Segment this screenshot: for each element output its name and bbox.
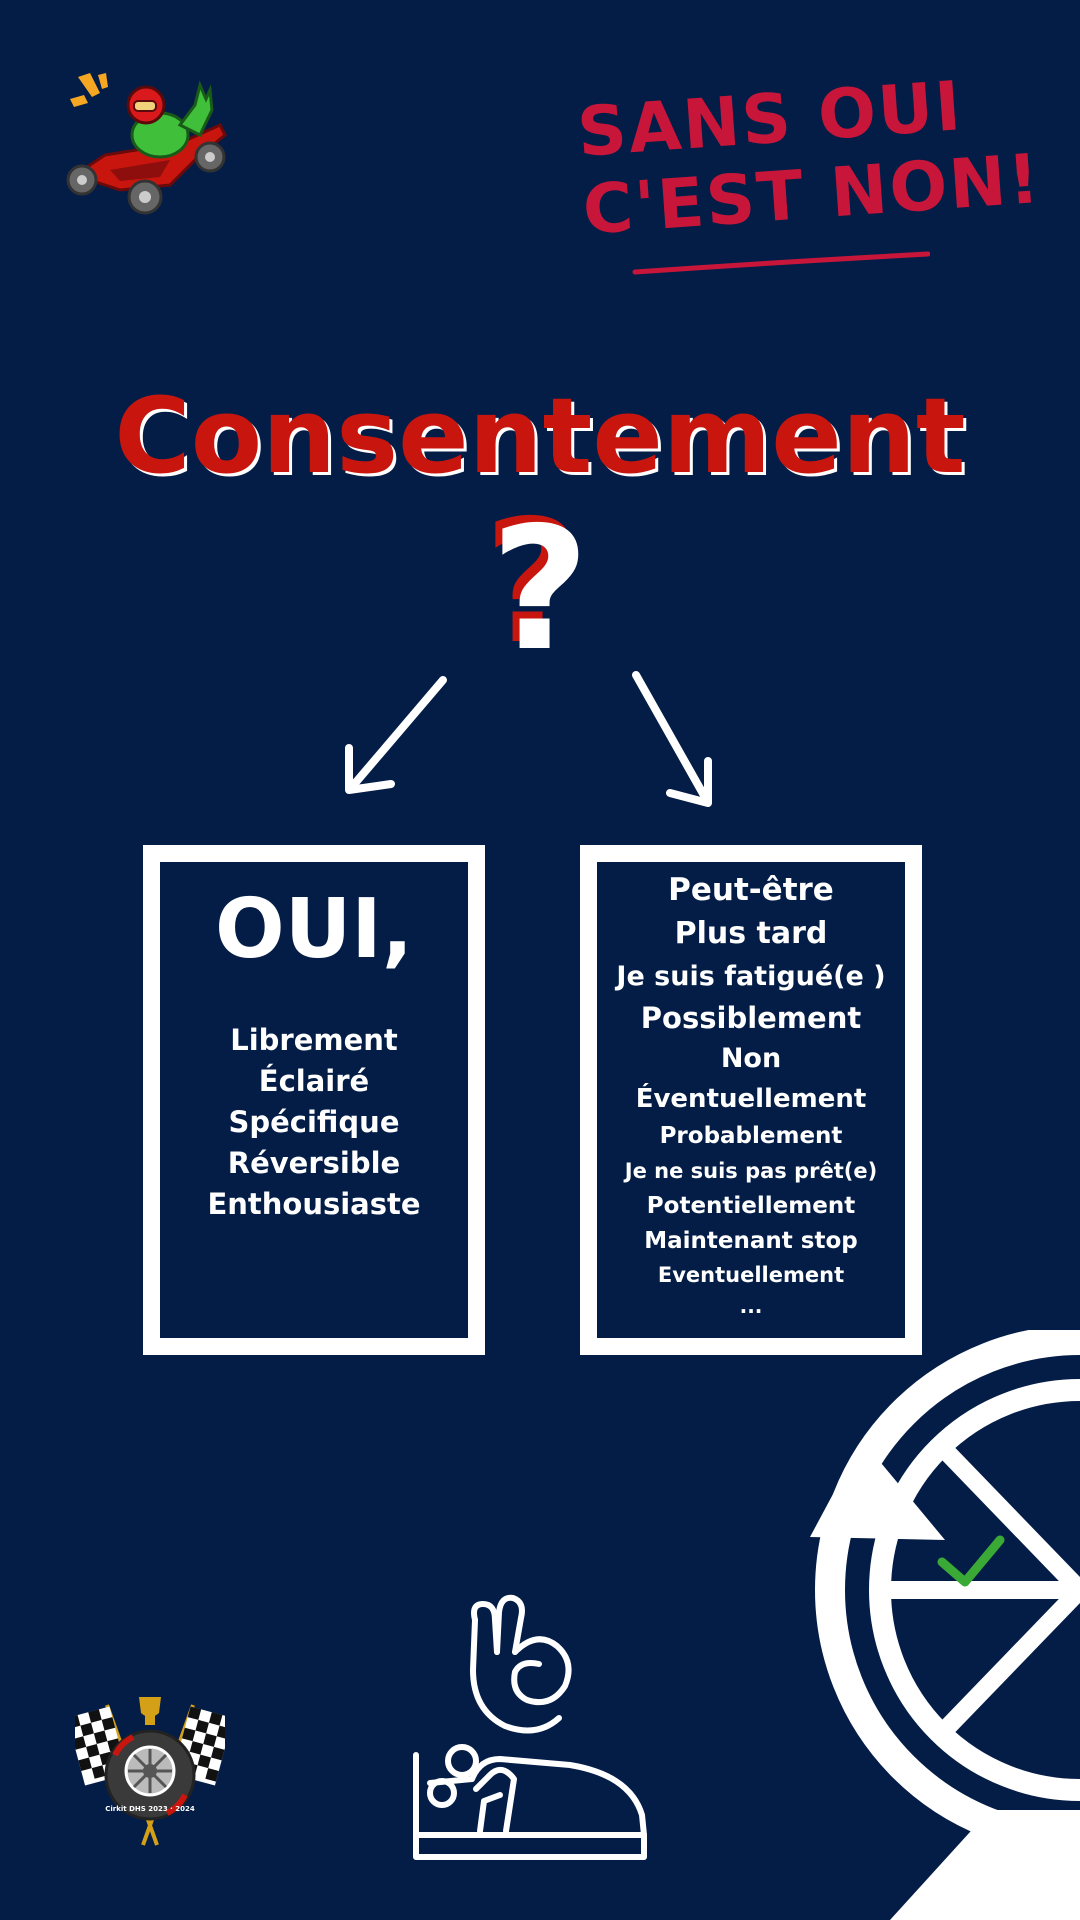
list-item: Potentiellement [646, 1193, 856, 1219]
list-item: Probablement [659, 1123, 843, 1149]
list-item: Peut-être [668, 872, 834, 908]
list-item: Eventuellement [657, 1263, 845, 1287]
yes-heading: OUI, [215, 882, 413, 977]
list-item: Non [720, 1043, 782, 1074]
list-item: Librement [230, 1023, 398, 1057]
badge-text: Cirkit DHS 2023 · 2024 [105, 1805, 195, 1813]
down-right-arrow-icon [632, 671, 712, 807]
slogan-underline [632, 251, 930, 275]
ok-hand-icon [470, 1594, 572, 1734]
other-answers-box: Peut-être Plus tard Je suis fatigué(e ) … [580, 845, 922, 1355]
question-mark: ? [490, 491, 590, 689]
list-item: Possiblement [640, 1001, 862, 1035]
yes-list: Librement Éclairé Spécifique Réversible … [160, 1020, 468, 1225]
checkmark-icon [937, 1535, 1005, 1587]
list-item: Je ne suis pas prêt(e) [624, 1159, 878, 1183]
slogan: SANS OUI C'EST NON! [575, 67, 1044, 251]
yes-box: OUI, Librement Éclairé Spécifique Révers… [143, 845, 485, 1355]
list-item: ... [739, 1294, 763, 1318]
down-left-arrow-icon [345, 676, 447, 794]
list-item: Spécifique [228, 1105, 400, 1139]
list-item: Enthousiaste [207, 1187, 421, 1221]
list-item: Maintenant stop [644, 1228, 858, 1254]
other-answers-list: Peut-être Plus tard Je suis fatigué(e ) … [597, 868, 905, 1321]
list-item: Je suis fatigué(e ) [616, 961, 886, 992]
racing-badge-logo: Cirkit DHS 2023 · 2024 [75, 1697, 225, 1846]
page-title: Consentement [114, 375, 966, 497]
list-item: Éventuellement [635, 1084, 867, 1114]
list-item: Réversible [227, 1146, 401, 1180]
steering-wheel-icon [810, 1330, 1080, 1920]
list-item: Plus tard [674, 916, 828, 951]
bed-couple-icon [413, 1744, 647, 1860]
list-item: Éclairé [258, 1064, 370, 1098]
dino-kart-logo [66, 73, 227, 215]
